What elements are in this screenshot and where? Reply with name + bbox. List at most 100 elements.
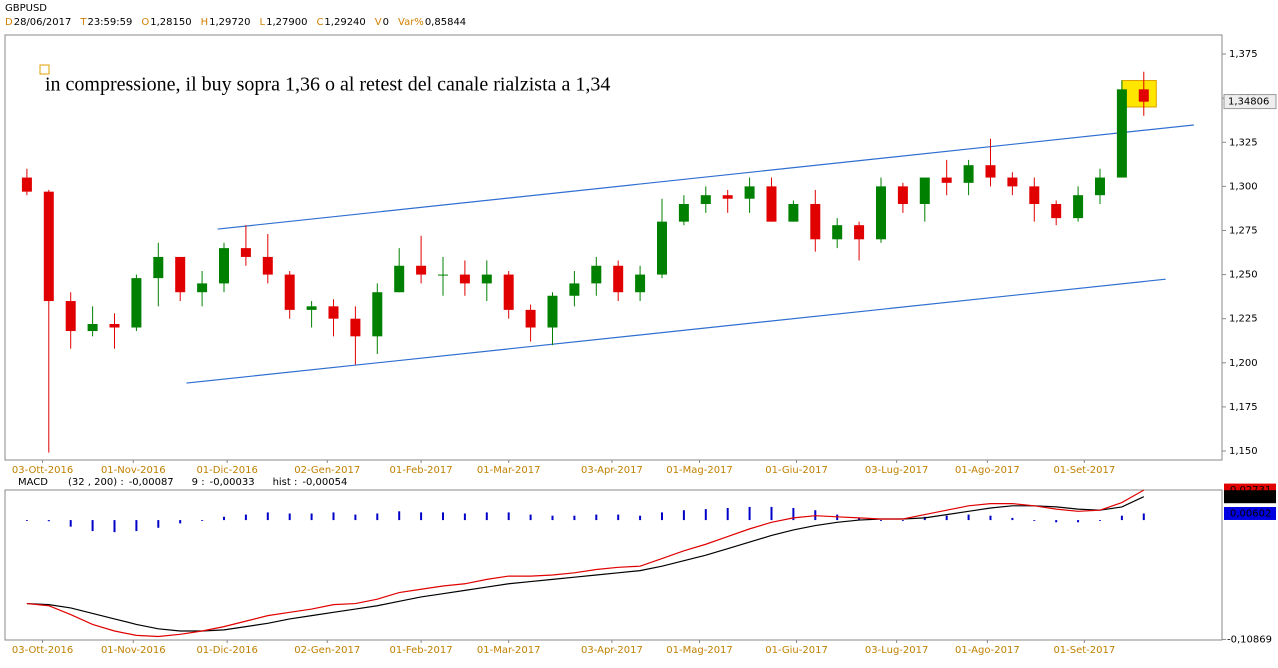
candle-body [21,177,32,192]
x-tick-label: 02-Gen-2017 [294,645,360,656]
candle-body [985,165,996,178]
x-tick-label: 01-Dic-2016 [196,645,257,656]
x-tick-label: 01-Feb-2017 [390,645,453,656]
histogram-bar [551,515,554,521]
field-value: 1,27900 [266,17,307,28]
candle-body [328,306,339,319]
candle-body [766,186,777,222]
candle-body [569,283,580,296]
field-label: O [141,17,149,28]
trendline [186,278,1166,384]
x-tick-label: 01-Mag-2017 [666,645,733,656]
candle-body [635,274,646,293]
macd-line [26,489,1145,638]
candle-body [656,221,667,275]
candle-body [525,309,536,328]
histogram-bar [704,509,707,521]
candle-body [547,295,558,328]
histogram-bar [617,514,620,521]
histogram-bar [25,520,28,521]
y-tick-label: 1,150 [1229,446,1258,457]
annotation-marker [39,64,50,75]
candle-body [218,248,229,284]
field-value: 0,85844 [425,17,466,28]
field-value: 1,28150 [150,17,191,28]
candle-body [897,186,908,205]
candle-body [350,318,361,337]
histogram-bar [1120,515,1123,521]
candle-body [1029,186,1040,205]
histogram-bar [420,512,423,521]
histogram-bar [310,513,313,521]
x-tick-label: 01-Mar-2017 [477,465,541,476]
y-tick-label: 1,250 [1229,270,1258,281]
x-tick-label: 03-Apr-2017 [581,465,643,476]
x-tick-label: 01-Mar-2017 [477,645,541,656]
histogram-bar [573,515,576,521]
histogram-bar [354,514,357,521]
y-tick-label: 1,175 [1229,402,1258,413]
field-value: 1,29720 [209,17,250,28]
x-tick-label: 03-Apr-2017 [581,645,643,656]
x-tick-label: 01-Set-2017 [1053,645,1115,656]
x-tick-label: 01-Ago-2017 [955,465,1020,476]
y-tick-label: 1,275 [1229,225,1258,236]
candle-body [131,278,142,328]
candle-body [613,265,624,293]
histogram-bar [1033,520,1036,521]
candle-body [722,195,733,199]
x-tick-label: 01-Set-2017 [1053,465,1115,476]
candle-body [437,274,448,276]
x-tick-label: 01-Giu-2017 [765,465,828,476]
candle-body [678,204,689,222]
histogram-bar [1011,517,1014,521]
y-tick-label: -0,10869 [1227,634,1272,645]
histogram-bar [135,520,138,532]
field-label: V [375,17,382,28]
histogram-bar [639,515,642,521]
field-label: L [260,17,266,28]
readout-box [1224,490,1276,504]
candle-body [788,204,799,222]
histogram-bar [376,513,379,521]
histogram-bar [1098,520,1101,521]
x-tick-label: 01-Ago-2017 [955,645,1020,656]
histogram-bar [726,508,729,521]
histogram-bar [463,513,466,521]
trendline [217,124,1194,230]
candle-body [919,177,930,205]
histogram-bar [91,520,94,532]
histogram-bar [967,514,970,521]
histogram-bar [507,512,510,521]
histogram-bar [157,520,160,528]
field-label: C [316,17,323,28]
candle-body [416,265,427,275]
field-value: 28/06/2017 [14,17,72,28]
field-value: 0 [383,17,389,28]
readout-label: 0,00602 [1230,508,1271,519]
legend-name: 9 : [192,477,205,488]
legend-value: -0,00054 [302,477,347,488]
y-tick-label: 1,300 [1229,181,1258,192]
candle-body [963,165,974,183]
field-label: Var% [398,17,424,28]
histogram-bar [748,506,751,521]
histogram-bar [529,514,532,521]
histogram-bar [660,512,663,521]
x-tick-label: 01-Mag-2017 [666,465,733,476]
histogram-bar [69,520,72,527]
field-value: 1,29240 [324,17,365,28]
x-tick-label: 01-Feb-2017 [390,465,453,476]
candle-body [240,248,251,257]
x-tick-label: 01-Giu-2017 [765,645,828,656]
candle-body [481,274,492,284]
legend-value: -0,00087 [129,477,174,488]
y-tick-label: 1,325 [1229,137,1258,148]
histogram-bar [222,516,225,521]
histogram-bar [201,520,204,521]
x-tick-label: 03-Ott-2016 [12,645,73,656]
candle-body [284,274,295,310]
candle-body [591,265,602,284]
candle-body [744,186,755,199]
